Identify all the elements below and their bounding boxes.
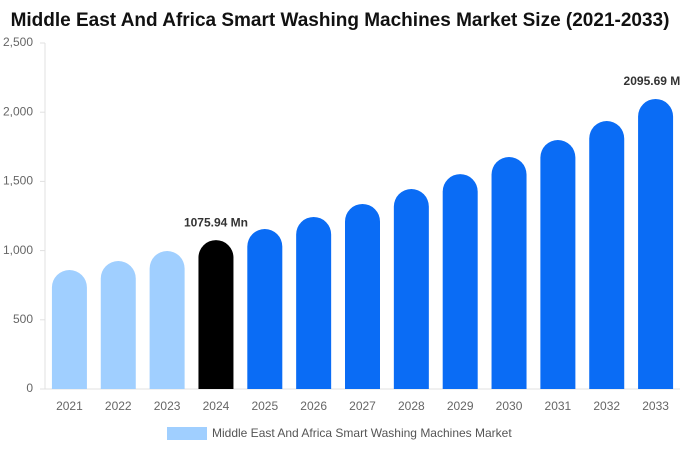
value-label: 2095.69 Mn bbox=[624, 74, 680, 88]
bar bbox=[638, 98, 674, 389]
bar bbox=[442, 174, 478, 389]
x-tick-label: 2031 bbox=[545, 399, 572, 413]
x-tick-label: 2032 bbox=[593, 399, 620, 413]
x-tick-label: 2025 bbox=[251, 399, 278, 413]
x-tick-label: 2033 bbox=[642, 399, 669, 413]
value-label: 1075.94 Mn bbox=[184, 215, 248, 229]
bar bbox=[100, 260, 136, 389]
x-tick-label: 2021 bbox=[56, 399, 83, 413]
bar bbox=[345, 203, 380, 389]
bar bbox=[296, 216, 332, 389]
y-tick-label: 2,500 bbox=[3, 35, 33, 49]
chart-title: Middle East And Africa Smart Washing Mac… bbox=[11, 10, 670, 31]
bar bbox=[589, 121, 625, 389]
bar bbox=[540, 140, 576, 389]
x-tick-label: 2030 bbox=[496, 399, 523, 413]
y-tick-label: 2,000 bbox=[3, 104, 33, 118]
x-tick-label: 2026 bbox=[300, 399, 327, 413]
bar bbox=[149, 251, 185, 389]
x-tick-label: 2029 bbox=[447, 399, 474, 413]
x-tick-label: 2023 bbox=[154, 399, 181, 413]
y-tick-label: 500 bbox=[13, 312, 33, 326]
x-tick-label: 2024 bbox=[203, 399, 230, 413]
y-tick-label: 1,500 bbox=[3, 174, 33, 188]
bar bbox=[491, 157, 527, 389]
bar bbox=[393, 189, 429, 389]
bar bbox=[247, 229, 283, 389]
x-tick-label: 2028 bbox=[398, 399, 425, 413]
x-tick-label: 2027 bbox=[349, 399, 376, 413]
legend-swatch bbox=[167, 427, 207, 440]
y-tick-label: 0 bbox=[26, 381, 33, 395]
bar bbox=[198, 240, 234, 389]
x-tick-label: 2022 bbox=[105, 399, 132, 413]
y-tick-label: 1,000 bbox=[3, 243, 33, 257]
bar bbox=[51, 269, 87, 389]
legend-label: Middle East And Africa Smart Washing Mac… bbox=[212, 426, 512, 440]
